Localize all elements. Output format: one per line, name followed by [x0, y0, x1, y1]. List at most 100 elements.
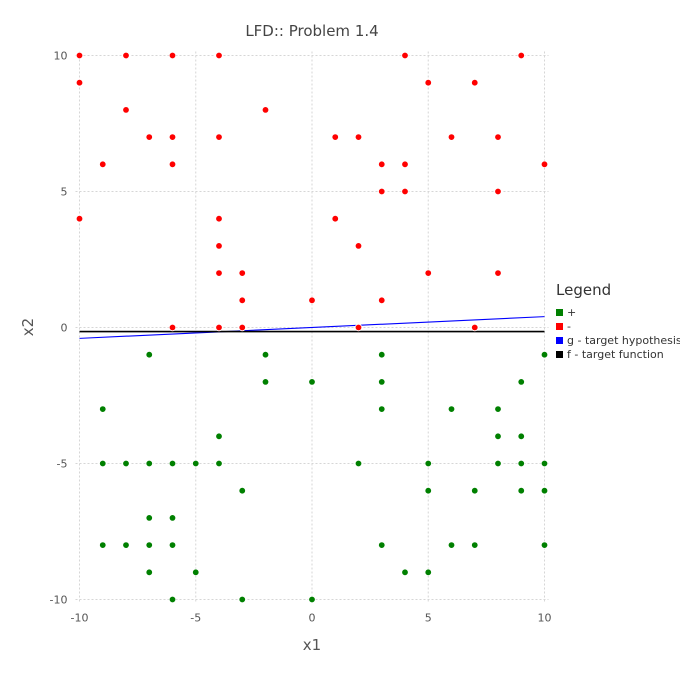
negative-point [401, 187, 409, 196]
negative-point [401, 51, 409, 60]
negative-point [238, 296, 246, 304]
line-series [79, 316, 545, 339]
negative-point [122, 106, 130, 114]
positive-point [540, 459, 549, 468]
positive-point [540, 487, 549, 495]
legend-label: + [567, 306, 576, 319]
positive-point [145, 568, 153, 576]
legend-label: f - target function [567, 348, 664, 361]
positive-point [494, 432, 502, 440]
negative-point [354, 133, 363, 141]
negative-point [447, 133, 456, 141]
positive-point [145, 459, 153, 468]
negative-point [168, 323, 177, 332]
negative-point [494, 133, 502, 141]
positive-point [447, 541, 456, 549]
negative-point [215, 269, 223, 277]
negative-point [168, 51, 177, 60]
negative-point [494, 187, 502, 196]
y-tick-label: -5 [57, 458, 68, 471]
x-tick-label: 10 [538, 612, 552, 625]
series-line [79, 316, 545, 339]
positive-point [517, 432, 525, 440]
negative-point [378, 296, 386, 304]
negative-point [354, 242, 363, 250]
positive-point [215, 459, 223, 468]
positive-point [238, 595, 246, 604]
negative-point [354, 323, 363, 332]
positive-point [378, 351, 386, 359]
positive-point [99, 459, 107, 468]
legend-title: Legend [556, 281, 611, 299]
positive-point [540, 351, 549, 359]
positive-point [517, 378, 525, 386]
negative-point [215, 323, 223, 332]
x-tick-label: 5 [425, 612, 432, 625]
legend-swatch [556, 337, 563, 344]
positive-point [145, 541, 153, 549]
y-tick-label: 5 [61, 186, 68, 199]
positive-point [517, 487, 525, 495]
negative-point [494, 269, 502, 277]
negative-point [215, 133, 223, 141]
positive-point [494, 459, 502, 468]
positive-point [471, 541, 479, 549]
positive-point [99, 405, 107, 413]
chart-title: LFD:: Problem 1.4 [245, 22, 378, 40]
positive-point [378, 541, 386, 549]
positive-point [308, 595, 316, 604]
scatter-points [75, 51, 549, 604]
negative-point [424, 78, 432, 87]
negative-point [145, 133, 153, 141]
negative-point [540, 160, 549, 168]
negative-point [517, 51, 525, 60]
positive-point [122, 541, 130, 549]
negative-point [471, 323, 479, 332]
positive-point [261, 378, 270, 386]
negative-point [99, 160, 107, 168]
legend-swatch [556, 351, 563, 358]
x-axis-label: x1 [303, 636, 321, 654]
positive-point [168, 459, 177, 468]
positive-point [424, 568, 432, 576]
positive-point [308, 378, 316, 386]
positive-point [192, 568, 200, 576]
negative-point [168, 133, 177, 141]
negative-point [471, 78, 479, 87]
positive-point [145, 514, 153, 522]
positive-point [192, 459, 200, 468]
y-tick-label: 10 [54, 50, 68, 63]
negative-point [75, 51, 84, 60]
positive-point [99, 541, 107, 549]
positive-point [168, 541, 177, 549]
positive-point [378, 378, 386, 386]
negative-point [378, 187, 386, 196]
axis-ticks: -10 -5 0 5 10 -10 -5 0 5 10 [50, 50, 552, 625]
negative-point [331, 133, 339, 141]
positive-point [447, 405, 456, 413]
legend-label: g - target hypothesis [567, 334, 680, 347]
legend-swatch [556, 323, 563, 330]
x-tick-label: -5 [190, 612, 201, 625]
legend-label: - [567, 320, 571, 333]
positive-point [168, 514, 177, 522]
negative-point [378, 160, 386, 168]
negative-point [308, 296, 316, 304]
negative-point [424, 269, 432, 277]
negative-point [75, 78, 84, 87]
positive-point [401, 568, 409, 576]
positive-point [215, 432, 223, 440]
y-tick-label: 0 [61, 322, 68, 335]
negative-point [75, 214, 84, 223]
negative-point [215, 242, 223, 250]
negative-point [331, 214, 339, 223]
positive-point [517, 459, 525, 468]
positive-point [424, 487, 432, 495]
positive-point [494, 405, 502, 413]
negative-point [122, 51, 130, 60]
negative-point [168, 160, 177, 168]
positive-point [261, 351, 270, 359]
